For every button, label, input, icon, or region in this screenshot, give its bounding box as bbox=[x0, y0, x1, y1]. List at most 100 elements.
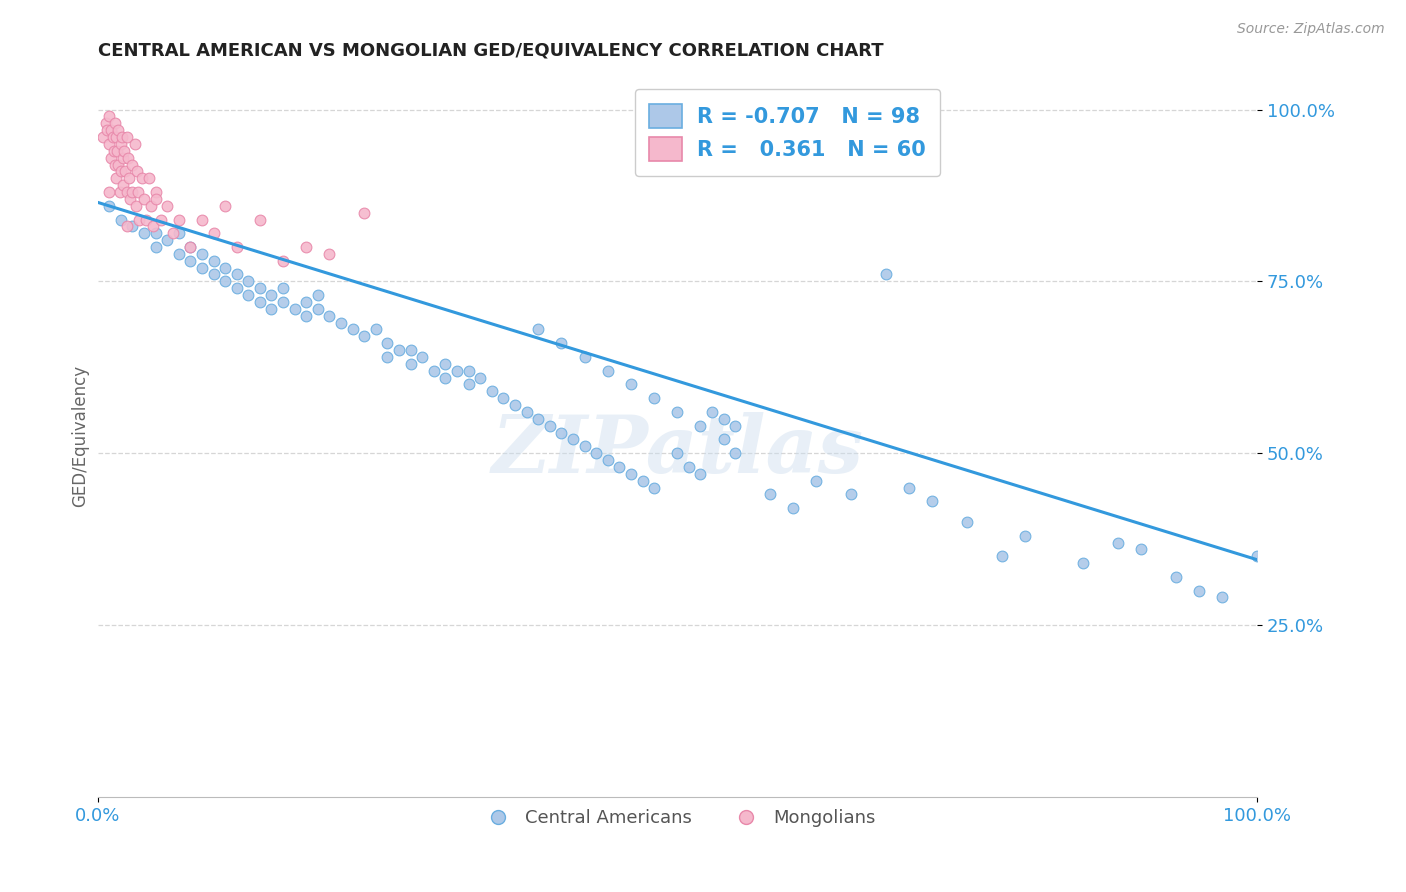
Point bbox=[145, 227, 167, 241]
Point bbox=[434, 370, 457, 384]
Point bbox=[167, 227, 190, 241]
Point bbox=[110, 164, 132, 178]
Point bbox=[191, 212, 214, 227]
Point bbox=[364, 322, 387, 336]
Point bbox=[1107, 535, 1129, 549]
Point bbox=[643, 391, 665, 405]
Point bbox=[550, 425, 572, 440]
Point bbox=[307, 301, 329, 316]
Point bbox=[271, 253, 294, 268]
Point bbox=[643, 481, 665, 495]
Point bbox=[550, 336, 572, 351]
Point bbox=[527, 412, 550, 426]
Point bbox=[631, 474, 654, 488]
Point bbox=[574, 350, 596, 364]
Point bbox=[700, 405, 723, 419]
Point bbox=[457, 377, 479, 392]
Point bbox=[353, 205, 375, 219]
Point bbox=[135, 212, 157, 227]
Point bbox=[295, 295, 318, 310]
Point bbox=[318, 247, 340, 261]
Point bbox=[678, 459, 700, 474]
Point bbox=[117, 151, 139, 165]
Point bbox=[492, 391, 515, 405]
Point bbox=[162, 227, 184, 241]
Point bbox=[112, 151, 135, 165]
Point bbox=[150, 212, 173, 227]
Point bbox=[111, 130, 134, 145]
Point bbox=[527, 322, 550, 336]
Point bbox=[759, 487, 782, 501]
Point bbox=[1211, 591, 1233, 605]
Text: CENTRAL AMERICAN VS MONGOLIAN GED/EQUIVALENCY CORRELATION CHART: CENTRAL AMERICAN VS MONGOLIAN GED/EQUIVA… bbox=[97, 42, 883, 60]
Point bbox=[105, 130, 128, 145]
Point bbox=[434, 357, 457, 371]
Point bbox=[423, 364, 446, 378]
Point bbox=[132, 192, 155, 206]
Point bbox=[399, 357, 422, 371]
Point bbox=[202, 227, 225, 241]
Point bbox=[121, 157, 143, 171]
Point bbox=[713, 412, 735, 426]
Point bbox=[112, 178, 135, 193]
Point bbox=[108, 185, 131, 199]
Point bbox=[118, 192, 141, 206]
Point bbox=[98, 136, 121, 151]
Point bbox=[125, 164, 148, 178]
Point bbox=[179, 253, 201, 268]
Point bbox=[115, 185, 138, 199]
Point bbox=[104, 116, 127, 130]
Point bbox=[121, 185, 143, 199]
Point bbox=[271, 281, 294, 295]
Point bbox=[353, 329, 375, 343]
Point bbox=[956, 515, 979, 529]
Point bbox=[295, 240, 318, 254]
Point bbox=[115, 130, 138, 145]
Y-axis label: GED/Equivalency: GED/Equivalency bbox=[72, 365, 89, 507]
Point bbox=[249, 281, 271, 295]
Point bbox=[128, 212, 150, 227]
Point bbox=[318, 309, 340, 323]
Point bbox=[156, 233, 179, 247]
Point bbox=[101, 130, 124, 145]
Point bbox=[118, 171, 141, 186]
Point bbox=[782, 501, 804, 516]
Point bbox=[724, 446, 747, 460]
Point bbox=[1014, 528, 1036, 542]
Point bbox=[167, 247, 190, 261]
Point bbox=[839, 487, 862, 501]
Point bbox=[107, 123, 129, 137]
Point bbox=[260, 301, 283, 316]
Point bbox=[139, 199, 162, 213]
Point bbox=[191, 260, 214, 275]
Point bbox=[666, 405, 689, 419]
Point bbox=[103, 144, 125, 158]
Point bbox=[214, 260, 236, 275]
Point bbox=[110, 136, 132, 151]
Point bbox=[93, 130, 115, 145]
Point bbox=[225, 240, 247, 254]
Point bbox=[132, 227, 155, 241]
Point bbox=[388, 343, 411, 357]
Point bbox=[105, 144, 128, 158]
Point bbox=[481, 384, 503, 399]
Point bbox=[1130, 542, 1153, 557]
Point bbox=[202, 268, 225, 282]
Point bbox=[121, 219, 143, 234]
Point bbox=[100, 123, 122, 137]
Point bbox=[307, 288, 329, 302]
Point bbox=[1071, 556, 1094, 570]
Text: ZIPatlas: ZIPatlas bbox=[491, 412, 863, 489]
Point bbox=[115, 219, 138, 234]
Point bbox=[142, 219, 165, 234]
Point bbox=[225, 281, 247, 295]
Point bbox=[596, 453, 619, 467]
Point bbox=[156, 199, 179, 213]
Point bbox=[145, 240, 167, 254]
Point bbox=[138, 171, 160, 186]
Point bbox=[666, 446, 689, 460]
Point bbox=[991, 549, 1014, 564]
Point bbox=[724, 418, 747, 433]
Point bbox=[238, 274, 260, 288]
Point bbox=[607, 459, 630, 474]
